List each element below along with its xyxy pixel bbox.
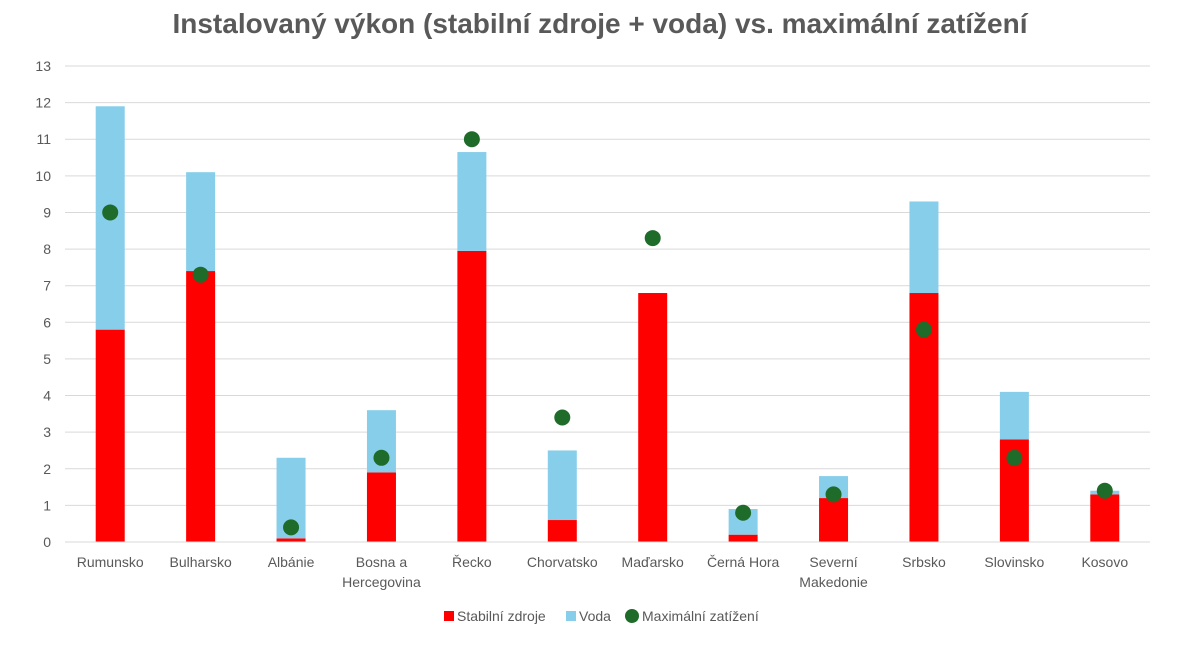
bar-stabilni-zdroje: [638, 293, 668, 542]
x-tick-label: Rumunsko: [77, 554, 144, 570]
point-maximalni-zatizeni: [373, 449, 390, 466]
y-tick-label: 10: [35, 168, 51, 184]
x-tick-label: Hercegovina: [342, 574, 421, 590]
bar-voda: [999, 391, 1029, 440]
x-tick-label: Slovinsko: [984, 554, 1044, 570]
bar-stabilni-zdroje: [457, 250, 487, 542]
point-maximalni-zatizeni: [1096, 482, 1113, 499]
legend-swatch: [625, 609, 639, 623]
legend-swatch: [444, 611, 454, 621]
y-tick-label: 1: [43, 497, 51, 513]
point-maximalni-zatizeni: [192, 266, 209, 283]
y-tick-label: 11: [36, 131, 51, 147]
legend-swatch: [566, 611, 576, 621]
x-tick-label: Kosovo: [1081, 554, 1128, 570]
chart-title: Instalovaný výkon (stabilní zdroje + vod…: [172, 8, 1028, 39]
point-maximalni-zatizeni: [554, 409, 571, 426]
point-maximalni-zatizeni: [102, 204, 119, 221]
x-tick-label: Černá Hora: [707, 554, 780, 570]
y-tick-label: 9: [43, 204, 51, 220]
point-maximalni-zatizeni: [283, 519, 300, 536]
bar-stabilni-zdroje: [1090, 494, 1120, 542]
bar-voda: [547, 450, 577, 521]
point-maximalni-zatizeni: [463, 131, 480, 148]
point-maximalni-zatizeni: [825, 486, 842, 503]
y-tick-label: 2: [43, 461, 51, 477]
y-tick-label: 0: [43, 534, 51, 550]
x-tick-label: Řecko: [452, 554, 492, 570]
bar-stabilni-zdroje: [728, 534, 758, 542]
legend-label: Voda: [579, 608, 611, 624]
bar-stabilni-zdroje: [186, 271, 216, 542]
point-maximalni-zatizeni: [915, 321, 932, 338]
bar-stabilni-zdroje: [95, 329, 125, 542]
y-tick-label: 5: [43, 351, 51, 367]
x-tick-label: Severní: [809, 554, 857, 570]
x-tick-label: Makedonie: [799, 574, 868, 590]
y-tick-label: 8: [43, 241, 51, 257]
bar-stabilni-zdroje: [819, 498, 849, 542]
point-maximalni-zatizeni: [1006, 449, 1023, 466]
x-tick-label: Albánie: [268, 554, 315, 570]
x-tick-label: Bosna a: [356, 554, 408, 570]
bar-stabilni-zdroje: [366, 472, 396, 542]
bar-voda: [186, 172, 216, 272]
legend-label: Stabilní zdroje: [457, 608, 546, 624]
bar-voda: [909, 201, 939, 294]
x-tick-label: Srbsko: [902, 554, 946, 570]
y-tick-label: 6: [43, 314, 51, 330]
point-maximalni-zatizeni: [644, 230, 661, 247]
y-tick-label: 13: [35, 58, 51, 74]
x-tick-label: Bulharsko: [169, 554, 231, 570]
y-tick-label: 3: [43, 424, 51, 440]
y-tick-label: 4: [43, 388, 51, 404]
y-tick-label: 7: [43, 278, 51, 294]
x-tick-label: Chorvatsko: [527, 554, 598, 570]
legend-label: Maximální zatížení: [642, 608, 759, 624]
point-maximalni-zatizeni: [735, 504, 752, 521]
y-tick-label: 12: [35, 95, 51, 111]
bar-voda: [457, 152, 487, 251]
x-tick-label: Maďarsko: [622, 554, 685, 570]
bar-stabilni-zdroje: [276, 538, 306, 542]
bar-stabilni-zdroje: [547, 520, 577, 542]
